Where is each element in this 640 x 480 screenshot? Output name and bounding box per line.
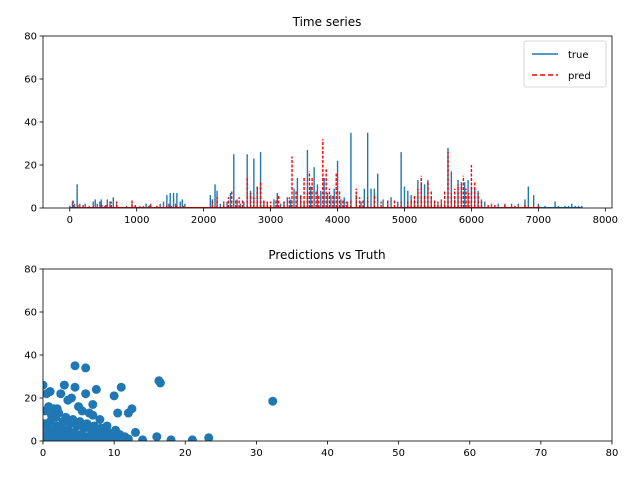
scatter-point: [81, 363, 91, 373]
time-series-y-ticks: 0 20 40 60 80: [24, 32, 43, 215]
p2-y-tick-label: 20: [24, 394, 37, 405]
p2-x-tick-label: 40: [321, 448, 334, 459]
time-series-plot: Time series 0 1000 2000 3000 4000 5000 6000 700…: [24, 15, 618, 226]
scatter-point: [89, 421, 99, 431]
scatter-point: [70, 361, 80, 371]
p1-y-tick-label: 0: [31, 204, 37, 215]
legend: true pred: [523, 40, 607, 88]
scatter-point: [84, 435, 94, 441]
scatter-point: [109, 391, 119, 401]
scatter-point: [130, 427, 140, 437]
p2-y-tick-label: 40: [24, 351, 37, 362]
p2-x-tick-label: 10: [108, 448, 121, 459]
scatter-point: [59, 380, 69, 390]
scatter-point: [95, 415, 105, 424]
p1-y-tick-label: 40: [24, 118, 37, 129]
p1-x-tick-label: 3000: [258, 215, 283, 226]
p2-x-tick-label: 70: [535, 448, 548, 459]
p1-x-tick-label: 6000: [459, 215, 484, 226]
scatter-point: [204, 433, 214, 441]
p1-x-tick-label: 4000: [325, 215, 350, 226]
scatter-point: [45, 387, 55, 397]
scatter-point: [75, 417, 85, 427]
scatter-x-ticks: 0 10 20 30 40 50 60 70 80: [40, 441, 619, 459]
scatter-point: [113, 408, 123, 418]
p1-x-tick-label: 1000: [124, 215, 149, 226]
scatter-point: [88, 399, 98, 409]
p2-x-tick-label: 80: [606, 448, 619, 459]
p2-y-tick-label: 0: [31, 437, 37, 448]
p1-x-tick-label: 5000: [392, 215, 417, 226]
scatter-point: [88, 410, 98, 420]
time-series-data: [69, 132, 583, 208]
scatter-point: [152, 432, 162, 441]
p2-y-tick-label: 80: [24, 265, 37, 276]
p2-x-tick-label: 0: [40, 448, 46, 459]
scatter-point: [77, 406, 87, 416]
scatter-point: [116, 382, 126, 392]
p1-x-tick-label: 8000: [593, 215, 618, 226]
scatter-point: [91, 384, 101, 394]
scatter-point: [61, 412, 71, 422]
p1-y-tick-label: 60: [24, 75, 37, 86]
scatter-point: [268, 396, 278, 406]
legend-true-label: true: [568, 50, 589, 61]
legend-pred-label: pred: [568, 71, 591, 82]
p2-x-tick-label: 30: [250, 448, 263, 459]
scatter-point: [44, 402, 54, 412]
series-pred: [72, 139, 540, 208]
scatter-point: [70, 382, 80, 392]
scatter-title: Predictions vs Truth: [268, 248, 385, 262]
scatter-point: [56, 389, 66, 399]
scatter-point: [187, 435, 197, 441]
scatter-point: [66, 393, 76, 403]
scatter-point: [109, 435, 119, 441]
p2-x-tick-label: 20: [179, 448, 192, 459]
scatter-point: [54, 408, 64, 418]
scatter-point: [127, 404, 137, 414]
scatter-point: [81, 389, 91, 399]
scatter-y-ticks: 0 20 40 60 80: [24, 265, 43, 448]
p1-x-tick-label: 0: [67, 215, 73, 226]
scatter-point: [68, 415, 78, 424]
scatter-points: [43, 361, 278, 441]
scatter-point: [116, 435, 126, 441]
legend-box: [523, 40, 607, 88]
predictions-vs-truth-plot: Predictions vs Truth 0 10 20 30 40 50 60 70 80 0…: [24, 248, 618, 459]
p1-x-tick-label: 2000: [191, 215, 216, 226]
scatter-point: [82, 419, 92, 429]
p2-x-tick-label: 60: [463, 448, 476, 459]
p1-y-tick-label: 80: [24, 32, 37, 43]
time-series-title: Time series: [292, 15, 362, 29]
scatter-point: [96, 423, 106, 433]
scatter-point: [138, 435, 148, 441]
scatter-point: [45, 417, 55, 427]
scatter-point: [52, 436, 62, 441]
scatter-point: [43, 380, 48, 390]
p2-x-tick-label: 50: [392, 448, 405, 459]
p1-x-tick-label: 7000: [526, 215, 551, 226]
scatter-point: [155, 378, 165, 388]
time-series-x-ticks: 0 1000 2000 3000 4000 5000 6000 7000 8000: [67, 208, 618, 226]
scatter-point: [123, 434, 133, 441]
scatter-data: [43, 361, 278, 441]
scatter-point: [166, 435, 176, 441]
p2-y-tick-label: 60: [24, 308, 37, 319]
p1-y-tick-label: 20: [24, 161, 37, 172]
